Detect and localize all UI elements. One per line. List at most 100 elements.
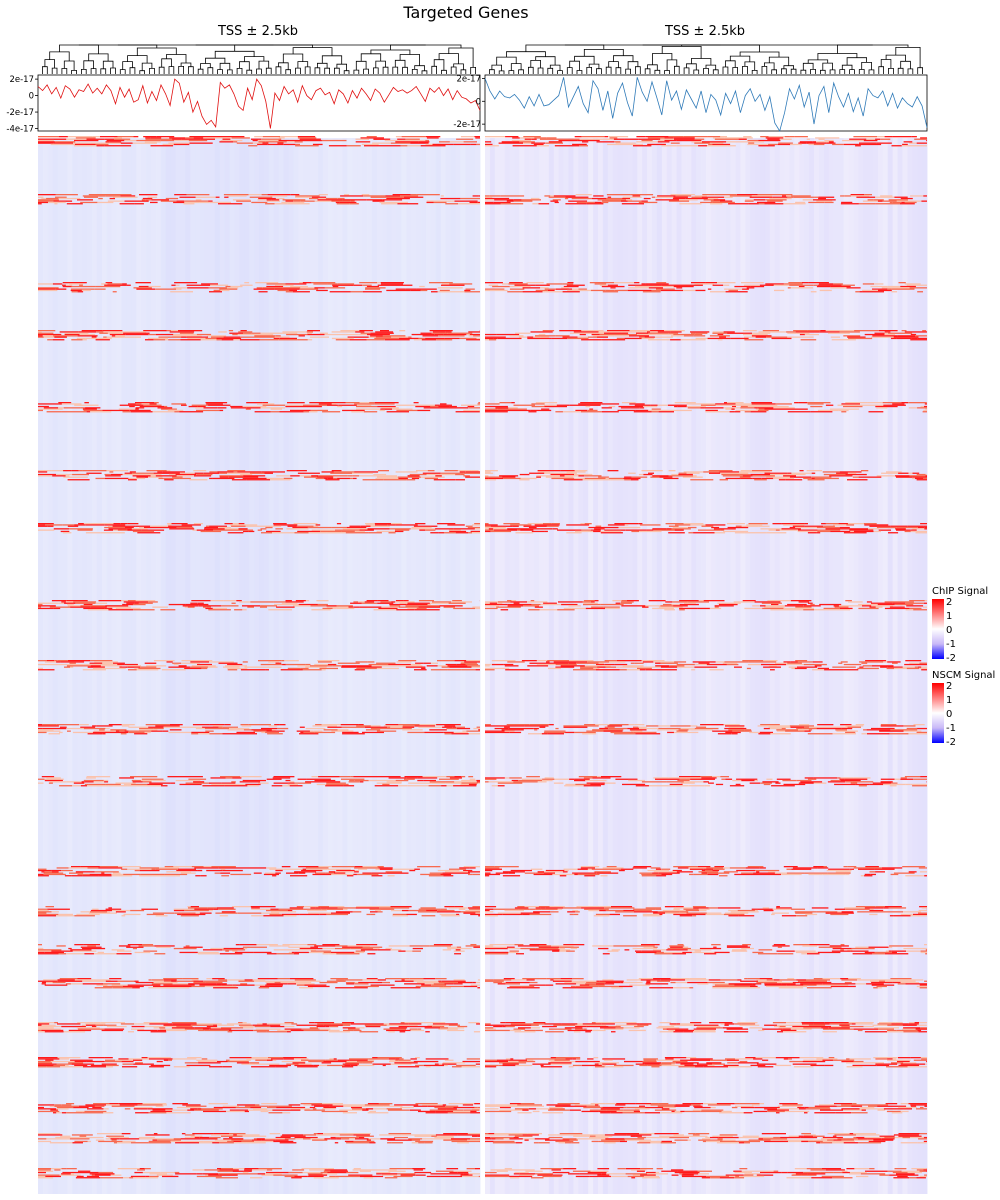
signal-segment [117, 529, 128, 531]
signal-segment [591, 333, 600, 336]
signal-segment [46, 411, 62, 413]
signal-segment [286, 872, 299, 874]
signal-segment [362, 1062, 373, 1064]
signal-segment [470, 1138, 480, 1140]
signal-segment [468, 907, 480, 909]
signal-segment [807, 602, 813, 604]
signal-segment [712, 284, 724, 286]
signal-segment [822, 873, 846, 876]
signal-segment [206, 1175, 222, 1178]
heatmap-column [288, 138, 294, 1194]
signal-segment [841, 411, 847, 413]
signal-segment [38, 1168, 52, 1170]
signal-segment [398, 724, 420, 726]
heatmap-column [706, 138, 712, 1194]
signal-segment [83, 603, 93, 606]
signal-segment [912, 528, 925, 530]
signal-segment [767, 871, 776, 873]
signal-segment [584, 475, 602, 477]
signal-segment [574, 731, 596, 734]
signal-segment [559, 475, 565, 477]
signal-segment [616, 337, 625, 340]
signal-segment [60, 1066, 83, 1068]
signal-segment [408, 336, 412, 338]
signal-segment [758, 733, 771, 735]
signal-segment [294, 1064, 314, 1067]
signal-segment [194, 1136, 200, 1139]
signal-segment [884, 607, 910, 610]
signal-segment [191, 733, 199, 735]
signal-segment [187, 906, 191, 908]
signal-segment [809, 726, 824, 728]
signal-segment [229, 1109, 245, 1111]
signal-segment [220, 776, 241, 778]
signal-segment [266, 1169, 273, 1171]
signal-segment [641, 337, 655, 340]
signal-segment [307, 333, 325, 336]
signal-segment [884, 333, 896, 336]
signal-segment [751, 195, 758, 197]
signal-segment [741, 779, 755, 782]
signal-segment [435, 475, 442, 477]
signal-segment [271, 199, 280, 201]
signal-segment [308, 912, 331, 914]
signal-segment [62, 282, 87, 284]
signal-segment [278, 139, 303, 142]
signal-segment [98, 867, 123, 869]
signal-segment [47, 908, 70, 910]
signal-segment [510, 601, 528, 603]
signal-segment [353, 873, 357, 876]
signal-segment [223, 600, 237, 602]
signal-segment [794, 950, 816, 952]
signal-segment [160, 200, 173, 202]
signal-segment [798, 729, 809, 731]
signal-segment [426, 137, 439, 139]
signal-segment [466, 339, 480, 341]
signal-segment [728, 289, 738, 292]
signal-segment [56, 724, 80, 726]
signal-segment [667, 731, 674, 734]
signal-segment [329, 1058, 334, 1060]
signal-segment [451, 200, 455, 202]
signal-segment [527, 337, 552, 340]
signal-segment [319, 1028, 331, 1030]
signal-segment [724, 661, 749, 663]
signal-segment [242, 405, 267, 408]
signal-segment [122, 609, 134, 611]
signal-segment [152, 912, 175, 914]
signal-segment [188, 907, 208, 909]
signal-segment [122, 1063, 134, 1065]
signal-segment [194, 1027, 211, 1029]
signal-segment [77, 978, 92, 980]
signal-segment [349, 477, 353, 480]
signal-segment [580, 866, 600, 868]
signal-segment [164, 479, 174, 481]
signal-segment [226, 1059, 230, 1061]
signal-segment [497, 782, 523, 784]
signal-segment [205, 730, 214, 732]
signal-segment [596, 669, 620, 671]
signal-segment [342, 1112, 357, 1114]
signal-segment [913, 724, 925, 726]
signal-segment [170, 1140, 184, 1143]
signal-segment [778, 142, 793, 144]
signal-segment [265, 1173, 282, 1175]
signal-segment [781, 523, 805, 525]
signal-segment [85, 532, 101, 534]
signal-segment [426, 201, 434, 204]
signal-segment [176, 980, 194, 982]
signal-segment [308, 1174, 328, 1176]
signal-segment [209, 661, 234, 663]
signal-segment [90, 660, 113, 662]
signal-segment [840, 203, 859, 205]
signal-segment [74, 143, 96, 146]
heatmap-column [249, 138, 255, 1194]
signal-segment [439, 778, 459, 780]
signal-segment [376, 730, 397, 732]
signal-segment [410, 528, 436, 530]
signal-segment [472, 195, 479, 197]
signal-segment [212, 477, 235, 480]
signal-segment [284, 660, 296, 662]
signal-segment [292, 291, 310, 293]
signal-segment [303, 1029, 329, 1032]
